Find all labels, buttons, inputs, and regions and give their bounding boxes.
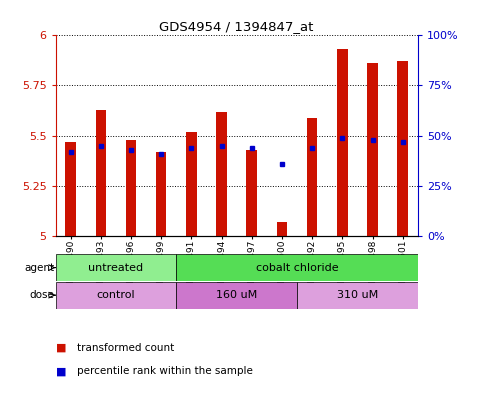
Bar [156, 152, 167, 236]
Text: cobalt chloride: cobalt chloride [256, 263, 339, 273]
Title: GDS4954 / 1394847_at: GDS4954 / 1394847_at [159, 20, 314, 33]
Bar [367, 63, 378, 236]
Bar [56, 254, 176, 281]
Bar [65, 141, 76, 236]
Text: untreated: untreated [88, 263, 143, 273]
Text: agent: agent [24, 263, 54, 273]
Bar [307, 118, 317, 236]
Text: dose: dose [29, 290, 54, 300]
Bar [398, 61, 408, 236]
Text: 310 uM: 310 uM [337, 290, 378, 300]
Bar [176, 282, 297, 309]
Bar [126, 140, 136, 236]
Bar [246, 150, 257, 236]
Text: 160 uM: 160 uM [216, 290, 257, 300]
Bar [297, 282, 418, 309]
Bar [186, 132, 197, 236]
Bar [216, 112, 227, 236]
Text: ■: ■ [56, 366, 66, 376]
Bar [277, 222, 287, 236]
Text: ■: ■ [56, 343, 66, 353]
Text: transformed count: transformed count [77, 343, 174, 353]
Bar [96, 110, 106, 236]
Bar [56, 282, 176, 309]
Bar [176, 254, 418, 281]
Text: percentile rank within the sample: percentile rank within the sample [77, 366, 253, 376]
Bar [337, 50, 348, 236]
Text: control: control [97, 290, 135, 300]
